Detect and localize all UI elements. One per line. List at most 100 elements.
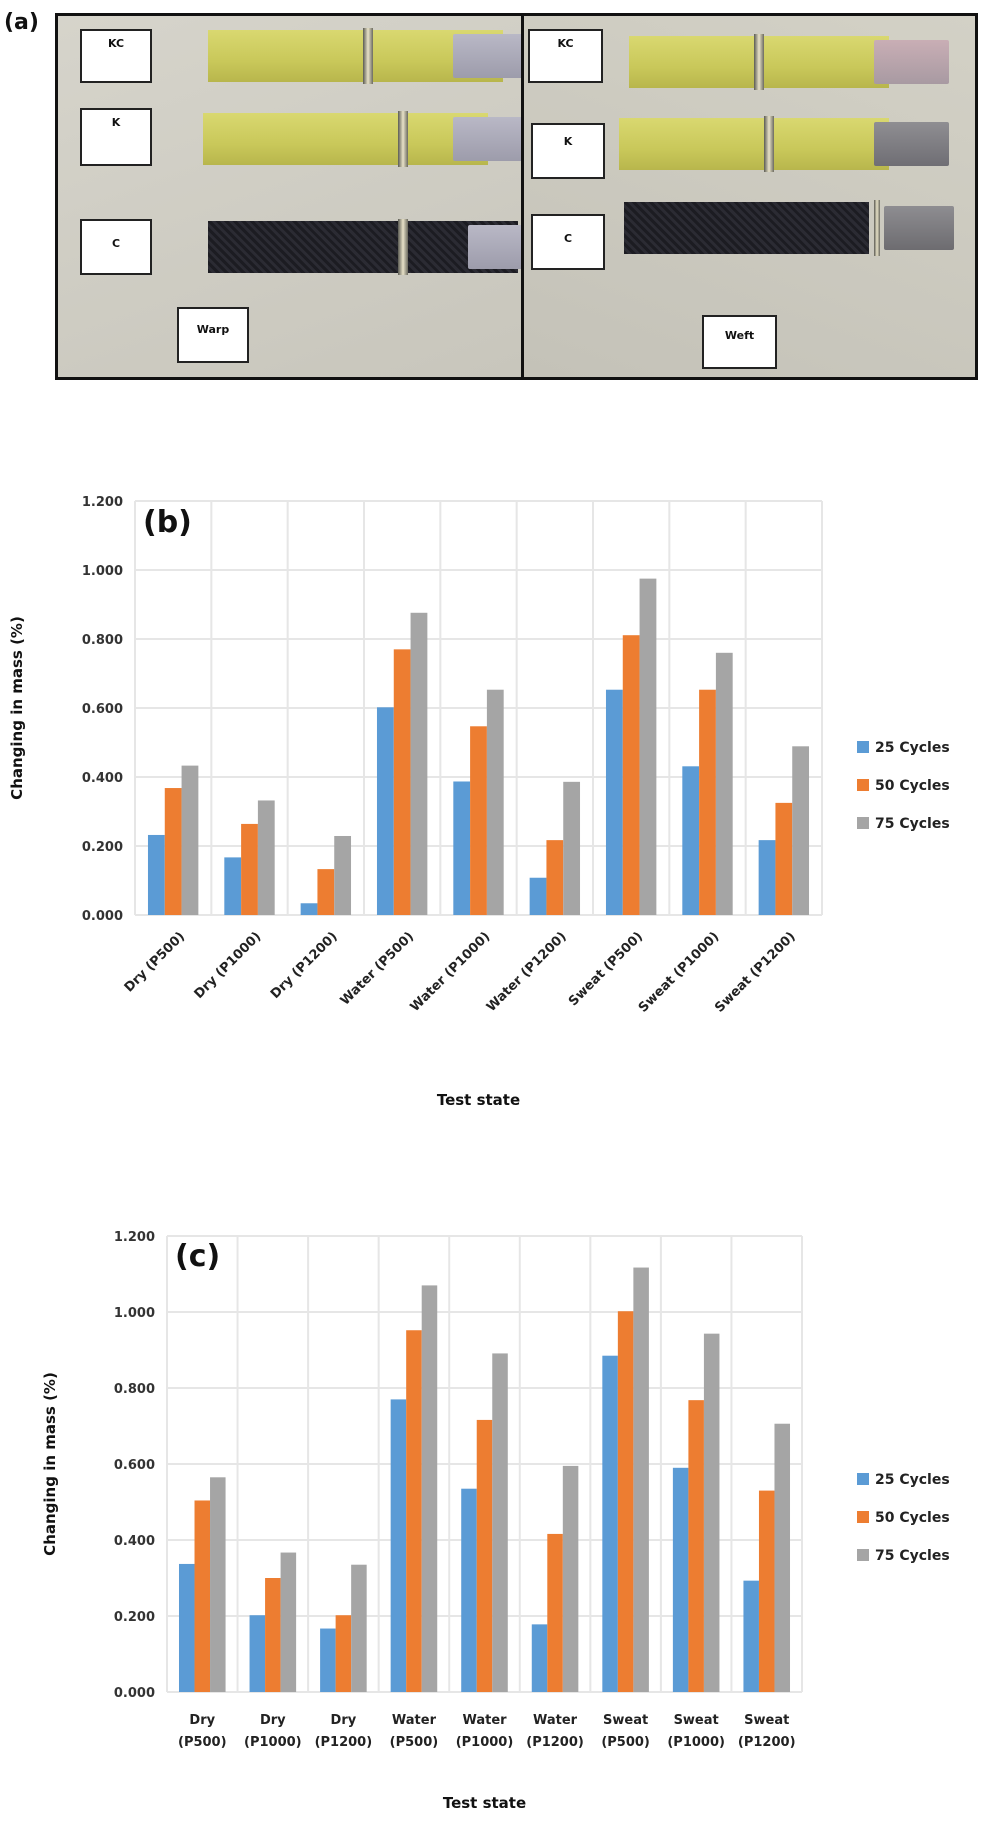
bar-25-cycles	[531, 1624, 548, 1692]
specimen-label-kc: KC	[528, 29, 603, 83]
specimen-weft-kc	[584, 34, 974, 90]
x-tick-label-line1: Water	[533, 1713, 578, 1728]
bar-75-cycles	[210, 1477, 226, 1692]
bar-25-cycles	[147, 834, 165, 915]
y-tick-label: 1.000	[114, 1306, 155, 1321]
legend-label: 75 Cycles	[875, 1548, 950, 1564]
bar-75-cycles	[351, 1564, 367, 1692]
bar-50-cycles	[164, 788, 182, 915]
chart-panel-letter: (c)	[175, 1239, 220, 1274]
bar-50-cycles	[406, 1330, 422, 1692]
x-tick-label-line2: (P1000)	[667, 1735, 725, 1750]
fracture-mark	[398, 111, 408, 167]
specimen-label-k: K	[531, 123, 605, 179]
y-tick-label: 0.800	[114, 1382, 155, 1397]
bar-50-cycles	[617, 1311, 634, 1692]
fracture-mark	[398, 219, 408, 275]
y-tick-label: 1.200	[82, 495, 123, 510]
x-tick-label: Water (P1200)	[484, 929, 570, 1015]
fracture-mark	[874, 200, 880, 256]
y-tick-label: 1.200	[114, 1230, 155, 1245]
fracture-mark	[764, 116, 774, 172]
warp-label: Warp	[177, 307, 249, 363]
bar-25-cycles	[320, 1628, 336, 1692]
x-tick-label-line1: Dry	[331, 1713, 357, 1728]
bar-25-cycles	[390, 1399, 407, 1692]
y-tick-label: 0.000	[82, 909, 123, 924]
x-tick-label-line1: Dry	[260, 1713, 286, 1728]
x-tick-label: Water (P1000)	[408, 929, 494, 1015]
bar-25-cycles	[672, 1467, 689, 1692]
bar-25-cycles	[605, 689, 623, 915]
bar-50-cycles	[547, 1533, 563, 1692]
fracture-mark	[363, 28, 373, 84]
x-tick-label-line2: (P500)	[601, 1735, 650, 1750]
x-tick-label-line2: (P500)	[178, 1735, 227, 1750]
bar-75-cycles	[563, 781, 581, 915]
y-axis-title: Changing in mass (%)	[8, 616, 26, 800]
bar-50-cycles	[546, 840, 564, 915]
x-tick-label-line1: Sweat	[603, 1713, 648, 1728]
bar-75-cycles	[792, 746, 810, 915]
legend-swatch	[857, 817, 869, 829]
bar-75-cycles	[703, 1333, 720, 1692]
specimen-label-kc: KC	[80, 29, 152, 83]
bar-75-cycles	[715, 652, 733, 915]
x-tick-label-line2: (P1000)	[244, 1735, 302, 1750]
x-tick-label: Dry (P1200)	[268, 929, 341, 1002]
specimen-weft-k	[584, 116, 974, 172]
bar-75-cycles	[774, 1423, 791, 1692]
bar-25-cycles	[602, 1355, 618, 1692]
specimen-label-k: K	[80, 108, 152, 166]
bar-75-cycles	[492, 1353, 508, 1692]
bar-50-cycles	[688, 1400, 704, 1692]
photo-warp: KC K C Warp	[55, 13, 525, 380]
bar-25-cycles	[178, 1563, 195, 1692]
x-tick-label: Sweat (P1000)	[636, 929, 722, 1015]
bar-50-cycles	[194, 1500, 211, 1692]
x-tick-label-line2: (P1000)	[456, 1735, 514, 1750]
bar-25-cycles	[461, 1488, 477, 1692]
bar-50-cycles	[393, 649, 411, 915]
y-tick-label: 0.200	[82, 840, 123, 855]
bar-75-cycles	[410, 612, 428, 915]
legend-label: 25 Cycles	[875, 740, 950, 756]
x-tick-label-line1: Water	[392, 1713, 437, 1728]
x-tick-label-line2: (P500)	[390, 1735, 439, 1750]
bar-75-cycles	[486, 689, 504, 915]
y-tick-label: 0.600	[82, 702, 123, 717]
x-tick-label: Water (P500)	[338, 929, 417, 1008]
x-tick-label-line1: Sweat	[744, 1713, 789, 1728]
x-tick-label: Dry (P500)	[122, 929, 188, 995]
legend-label: 75 Cycles	[875, 816, 950, 832]
y-axis-title: Changing in mass (%)	[41, 1372, 59, 1556]
legend-swatch	[857, 779, 869, 791]
legend-label: 50 Cycles	[875, 1510, 950, 1526]
y-tick-label: 0.400	[114, 1534, 155, 1549]
bar-25-cycles	[376, 707, 394, 915]
bar-50-cycles	[622, 635, 640, 915]
bar-50-cycles	[758, 1490, 775, 1692]
legend-label: 25 Cycles	[875, 1472, 950, 1488]
bar-75-cycles	[181, 765, 199, 915]
specimen-warp-kc	[148, 28, 522, 84]
photo-weft: KC K C Weft	[521, 13, 978, 380]
legend-swatch	[857, 1473, 869, 1485]
bar-75-cycles	[633, 1267, 649, 1692]
x-tick-label: Sweat (P500)	[566, 929, 646, 1009]
bar-75-cycles	[639, 578, 657, 915]
bar-75-cycles	[257, 800, 275, 915]
bar-50-cycles	[335, 1615, 352, 1692]
bar-25-cycles	[529, 877, 547, 915]
specimen-weft-c	[584, 200, 974, 256]
x-tick-label: Dry (P1000)	[192, 929, 265, 1002]
bar-50-cycles	[476, 1419, 493, 1692]
bar-50-cycles	[265, 1578, 281, 1692]
bar-75-cycles	[280, 1552, 297, 1692]
specimen-label-c: C	[80, 219, 152, 275]
specimen-label-c: C	[531, 214, 605, 270]
x-tick-label: Sweat (P1200)	[712, 929, 798, 1015]
bar-75-cycles	[421, 1285, 438, 1692]
x-tick-label-line1: Sweat	[674, 1713, 719, 1728]
x-tick-label-line2: (P1200)	[738, 1735, 796, 1750]
